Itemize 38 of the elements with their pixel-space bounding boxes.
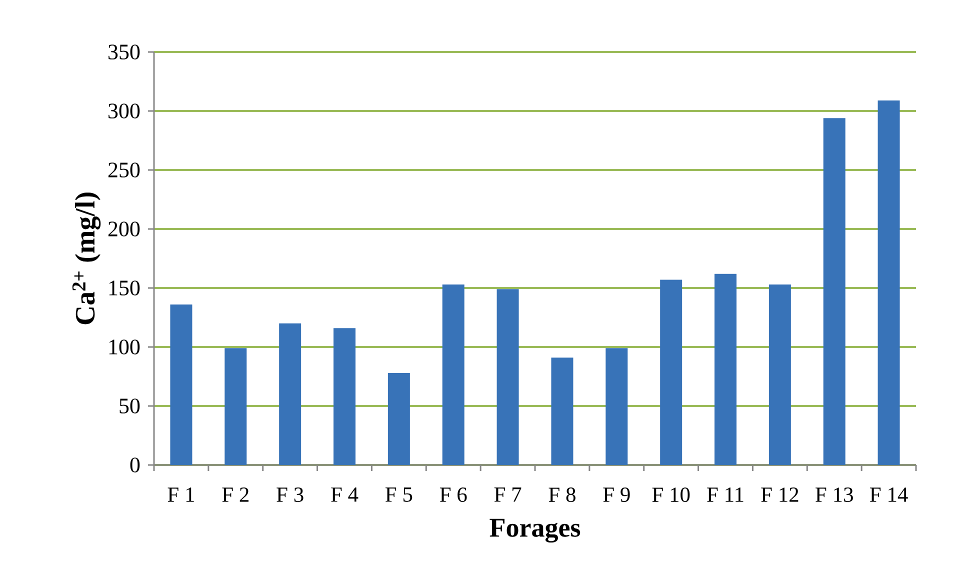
bar (768, 284, 791, 465)
x-tick-label: F 4 (331, 488, 358, 502)
x-tick-label: F 13 (816, 488, 853, 502)
y-tick-label: 0 (130, 458, 140, 472)
bar (878, 100, 900, 465)
bar (551, 358, 574, 465)
x-tick-label: F 9 (603, 488, 630, 502)
x-tick-label: F 12 (761, 488, 798, 502)
bar (388, 372, 410, 465)
x-tick-label: F 7 (494, 488, 522, 502)
bar (606, 348, 628, 465)
x-tick-label: F 1 (168, 488, 194, 502)
y-tick-label: 100 (109, 340, 140, 354)
bar (224, 348, 247, 465)
bar (660, 280, 682, 465)
bar (334, 328, 356, 465)
y-tick-label: 150 (109, 280, 140, 296)
y-tick-label: 350 (108, 44, 140, 60)
y-tick-label: 50 (120, 398, 140, 414)
bar (496, 289, 519, 465)
bar (170, 304, 192, 465)
y-tick-label: 300 (108, 104, 140, 118)
x-tick-label: F 5 (386, 488, 412, 502)
x-tick-label: F 3 (276, 488, 304, 502)
bar (823, 118, 846, 465)
x-tick-label: F 6 (440, 488, 467, 502)
bar (279, 323, 302, 465)
y-tick-label: 250 (108, 162, 140, 178)
bar (442, 284, 464, 465)
y-tick-label: 200 (108, 222, 140, 236)
x-tick-label: F 2 (222, 488, 248, 502)
y-axis-title: Ca$^{2+}$ (mg/l) (72, 192, 101, 324)
x-axis-title: Forages (490, 518, 580, 543)
x-tick-label: F 14 (870, 488, 908, 502)
bar (714, 274, 737, 465)
x-tick-label: F 10 (652, 488, 690, 502)
x-tick-label: F 11 (707, 488, 744, 502)
x-tick-label: F 8 (548, 488, 576, 502)
